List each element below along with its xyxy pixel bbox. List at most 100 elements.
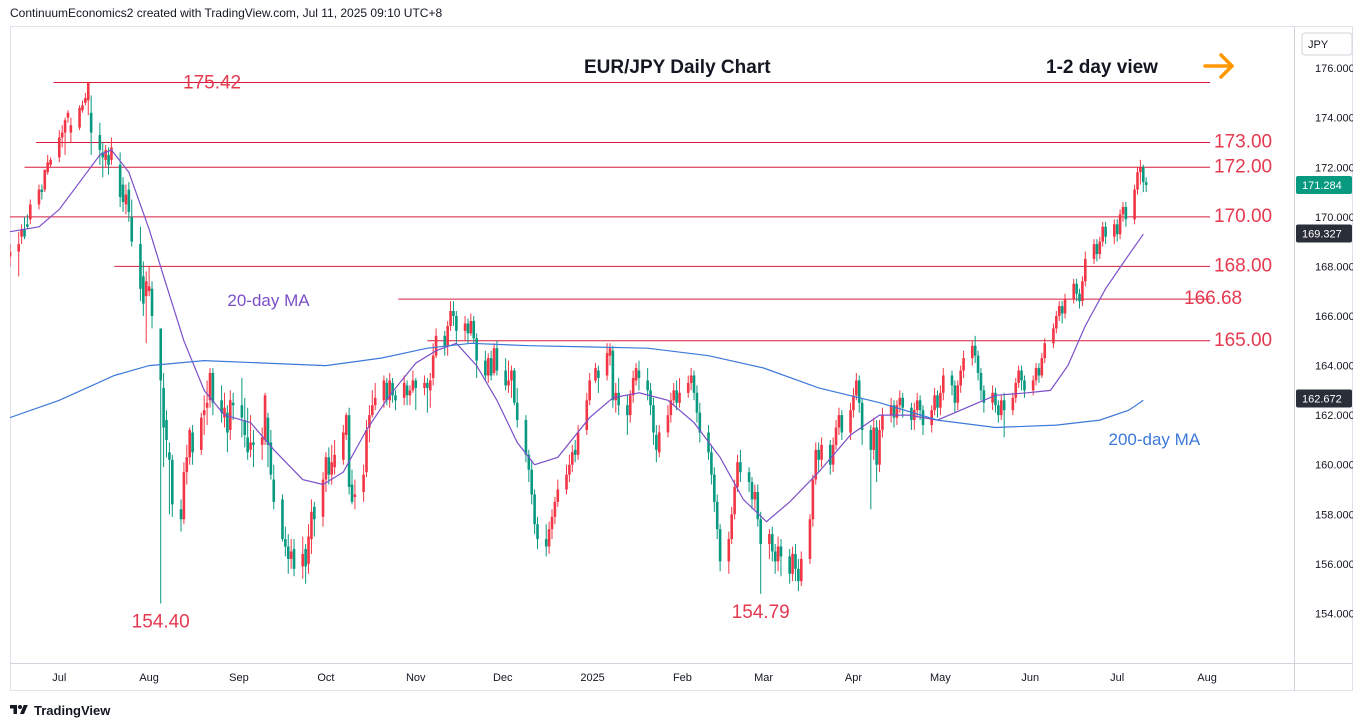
candle [860, 397, 864, 445]
candle-body [10, 251, 12, 257]
candle [37, 184, 41, 210]
candle-body [678, 392, 681, 403]
candle-body [675, 390, 678, 403]
candle-body [669, 400, 673, 416]
candle-body [1017, 370, 1020, 383]
candle-body [313, 506, 316, 520]
candle [918, 395, 922, 421]
candle [513, 368, 516, 406]
candle-body [547, 529, 551, 547]
candle-body [385, 382, 389, 401]
level-label: 165.00 [1214, 330, 1272, 351]
candle-body [139, 244, 142, 289]
candle [223, 392, 226, 428]
price-tick-label: 172.000 [1315, 162, 1353, 174]
candle [362, 464, 365, 502]
candle-body [962, 358, 965, 371]
price-tick-label: 166.000 [1315, 311, 1353, 323]
candle-body [747, 472, 751, 483]
candle [1037, 363, 1041, 383]
candle [1052, 323, 1055, 349]
candle-body [750, 482, 754, 500]
candle [124, 184, 128, 215]
candle-body [889, 405, 893, 416]
candle [770, 526, 774, 562]
candle-body [486, 358, 490, 376]
candle-body [110, 147, 113, 160]
candle-body [60, 132, 64, 138]
candle [979, 368, 983, 401]
candle-body [770, 534, 774, 552]
candle [970, 340, 974, 366]
candle-body [205, 402, 209, 408]
candle [553, 496, 557, 525]
candle-body [892, 405, 896, 418]
candle [342, 425, 345, 465]
candle-body [69, 125, 73, 133]
arrow-right-icon [1203, 53, 1234, 79]
candle-body [1037, 368, 1041, 376]
candle [507, 360, 510, 393]
candle-body [631, 377, 635, 396]
chart-svg[interactable]: 154.000 156.000 158.000 160.000 162.000 164.0… [10, 26, 1353, 691]
candle-body [159, 328, 163, 381]
candle-body [646, 380, 649, 391]
candle [150, 281, 154, 329]
candle-body [281, 499, 284, 540]
candle-body [797, 568, 800, 582]
candle-body [202, 410, 206, 416]
candle [171, 454, 174, 517]
candle-body [333, 454, 336, 468]
candle [301, 536, 305, 579]
candle [78, 105, 81, 131]
candle [973, 335, 977, 364]
candle [999, 395, 1003, 421]
candle-body [840, 415, 844, 433]
candle-body [1118, 214, 1122, 235]
candle [997, 400, 1000, 423]
candle [144, 271, 148, 344]
candle-body [913, 410, 916, 421]
candle-body [733, 487, 736, 515]
ma20-line [10, 149, 1144, 523]
candle-body [104, 149, 107, 160]
candle-body [220, 400, 223, 413]
candle [626, 395, 629, 435]
candle [666, 405, 670, 438]
candle [530, 459, 534, 505]
candle [489, 350, 493, 381]
candle-body [1020, 370, 1023, 381]
candle [576, 425, 580, 460]
candle [956, 380, 960, 411]
candle [1040, 353, 1044, 378]
candle [901, 392, 905, 418]
candle [1144, 177, 1148, 193]
candle [1104, 221, 1107, 245]
candle-body [872, 427, 876, 450]
candle-body [211, 373, 215, 403]
candle-body [713, 474, 716, 502]
candle [350, 469, 354, 505]
candle-body [657, 432, 661, 453]
candle-body [588, 380, 591, 401]
candle [199, 412, 203, 455]
candle [1060, 301, 1064, 324]
candle-body [353, 494, 357, 497]
candle-body [727, 539, 731, 562]
candle [411, 370, 415, 393]
candle-body [1031, 380, 1035, 391]
candle-body [240, 405, 244, 418]
candle [1124, 201, 1128, 227]
candle [446, 320, 449, 356]
candle [976, 350, 980, 381]
tradingview-logo-icon[interactable] [10, 703, 28, 717]
candle-body [817, 449, 820, 460]
candle [652, 397, 655, 445]
candle [962, 350, 965, 378]
candle [594, 363, 597, 383]
candle-body [634, 368, 638, 381]
candle [10, 244, 12, 267]
candle-body [820, 444, 823, 460]
candle-body [49, 159, 52, 165]
candle-body [223, 407, 226, 418]
